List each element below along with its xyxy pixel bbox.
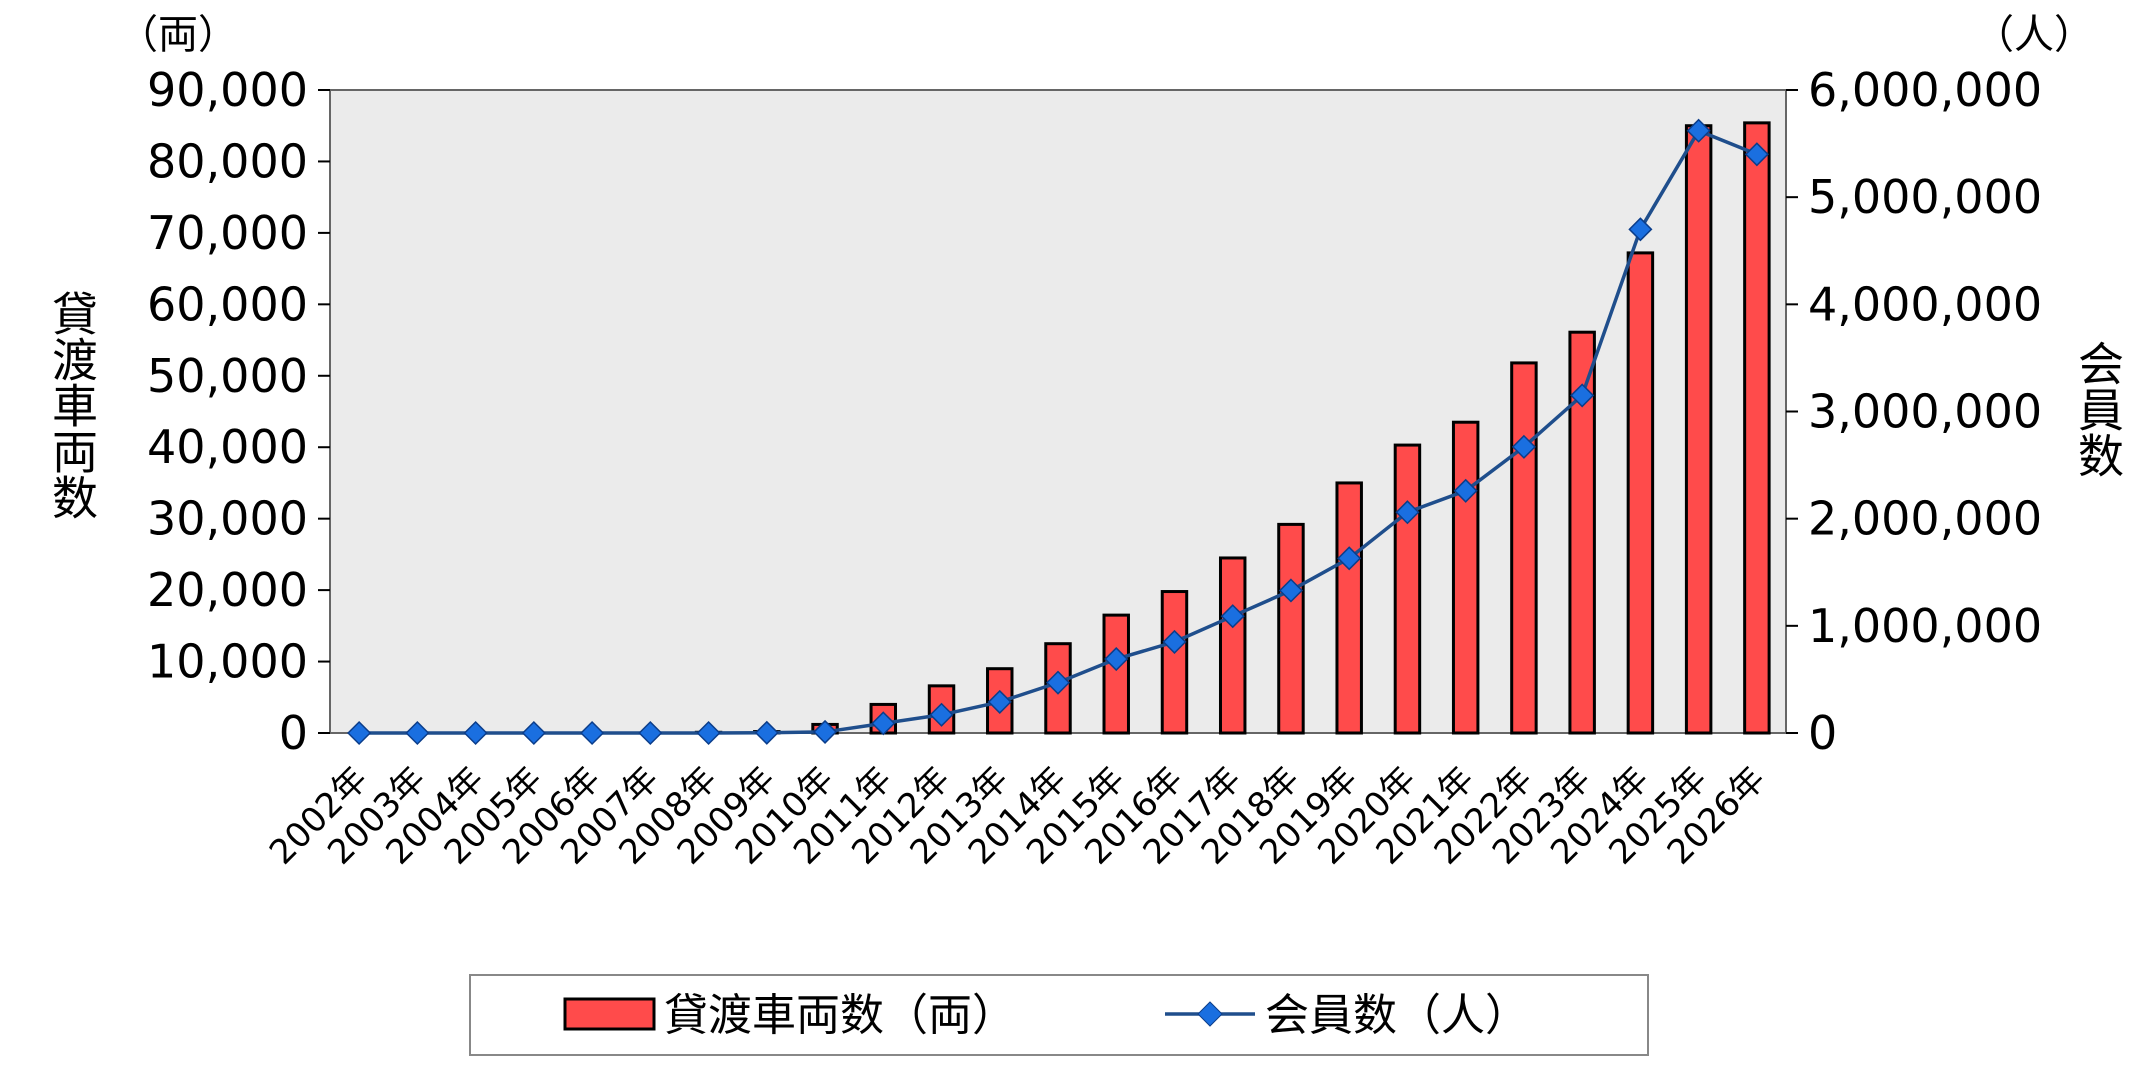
line-point xyxy=(1278,578,1304,603)
legend: 貸渡車両数（両） 会員数（人） xyxy=(469,974,1649,1056)
line-point xyxy=(1686,118,1711,143)
legend-box xyxy=(469,974,1649,1056)
bar xyxy=(1102,613,1130,735)
line-point xyxy=(347,720,372,746)
left-axis-ticks: 0 10,000 20,000 30,000 40,000 50,000 60,000 70,… xyxy=(147,63,330,760)
line-point xyxy=(987,689,1012,714)
right-axis-title: 会員数 xyxy=(2071,340,2125,478)
line-point xyxy=(1570,383,1595,408)
bar xyxy=(1160,590,1189,735)
line-point xyxy=(1104,646,1129,672)
right-tick-label: 6,000,000 xyxy=(1808,63,2042,117)
bar-series xyxy=(694,121,1771,735)
line-point xyxy=(1453,478,1478,503)
line-point xyxy=(1220,604,1245,629)
left-tick-label: 50,000 xyxy=(147,349,308,403)
right-tick-label: 3,000,000 xyxy=(1808,385,2042,439)
left-axis-unit: （両） xyxy=(118,12,238,58)
right-tick-label: 1,000,000 xyxy=(1808,599,2042,653)
line-point xyxy=(463,720,488,746)
bar xyxy=(1743,121,1771,735)
line-point xyxy=(929,702,954,727)
bar xyxy=(1510,361,1538,735)
bar xyxy=(1626,251,1655,735)
line-point xyxy=(580,720,605,746)
line-point xyxy=(1511,434,1536,459)
right-tick-label: 2,000,000 xyxy=(1808,492,2042,546)
left-tick-label: 90,000 xyxy=(147,63,308,117)
bar xyxy=(927,684,956,735)
line-point xyxy=(812,719,838,744)
right-tick-label: 4,000,000 xyxy=(1808,277,2042,331)
bar xyxy=(1218,556,1247,735)
left-tick-label: 20,000 xyxy=(147,563,308,617)
bar xyxy=(1393,443,1422,735)
line-series xyxy=(347,118,1769,746)
line-point xyxy=(696,720,721,746)
legend-bar-label: 貸渡車両数（両） xyxy=(664,990,1016,1041)
left-tick-label: 10,000 xyxy=(147,635,308,689)
plot-area xyxy=(329,89,1787,734)
line-point xyxy=(871,711,896,736)
left-tick-label: 80,000 xyxy=(147,134,308,188)
bar xyxy=(1335,481,1363,735)
legend-line-marker xyxy=(1197,1001,1223,1027)
right-axis-ticks: 0 1,000,000 2,000,000 3,000,000 4,000,000 5,0… xyxy=(1786,63,2042,760)
left-tick-label: 0 xyxy=(279,706,308,760)
left-tick-label: 30,000 xyxy=(147,492,308,546)
left-axis-title: 貸渡車両数 xyxy=(45,290,99,520)
line-point xyxy=(1628,217,1653,242)
left-tick-label: 70,000 xyxy=(147,206,308,260)
legend-bar-swatch xyxy=(563,997,656,1031)
line-point xyxy=(1744,142,1769,167)
right-tick-label: 0 xyxy=(1808,706,1837,760)
line-point xyxy=(638,720,663,746)
legend-line-label: 会員数（人） xyxy=(1265,990,1529,1041)
right-tick-label: 5,000,000 xyxy=(1808,170,2042,224)
line-point xyxy=(1162,629,1187,654)
bar xyxy=(1684,124,1713,735)
line-point xyxy=(1045,670,1071,695)
line-point xyxy=(754,720,779,745)
bar xyxy=(1451,420,1480,735)
line-point xyxy=(521,720,546,746)
x-axis-categories: 2002年2003年2004年2005年2006年2007年2008年2009年… xyxy=(262,759,1773,873)
line-point xyxy=(1337,546,1362,571)
left-tick-label: 40,000 xyxy=(147,420,308,474)
bar xyxy=(1277,522,1305,735)
line-point xyxy=(1395,500,1420,525)
left-tick-label: 60,000 xyxy=(147,277,308,331)
line-point xyxy=(405,720,430,746)
right-axis-unit: （人） xyxy=(1974,12,2094,58)
